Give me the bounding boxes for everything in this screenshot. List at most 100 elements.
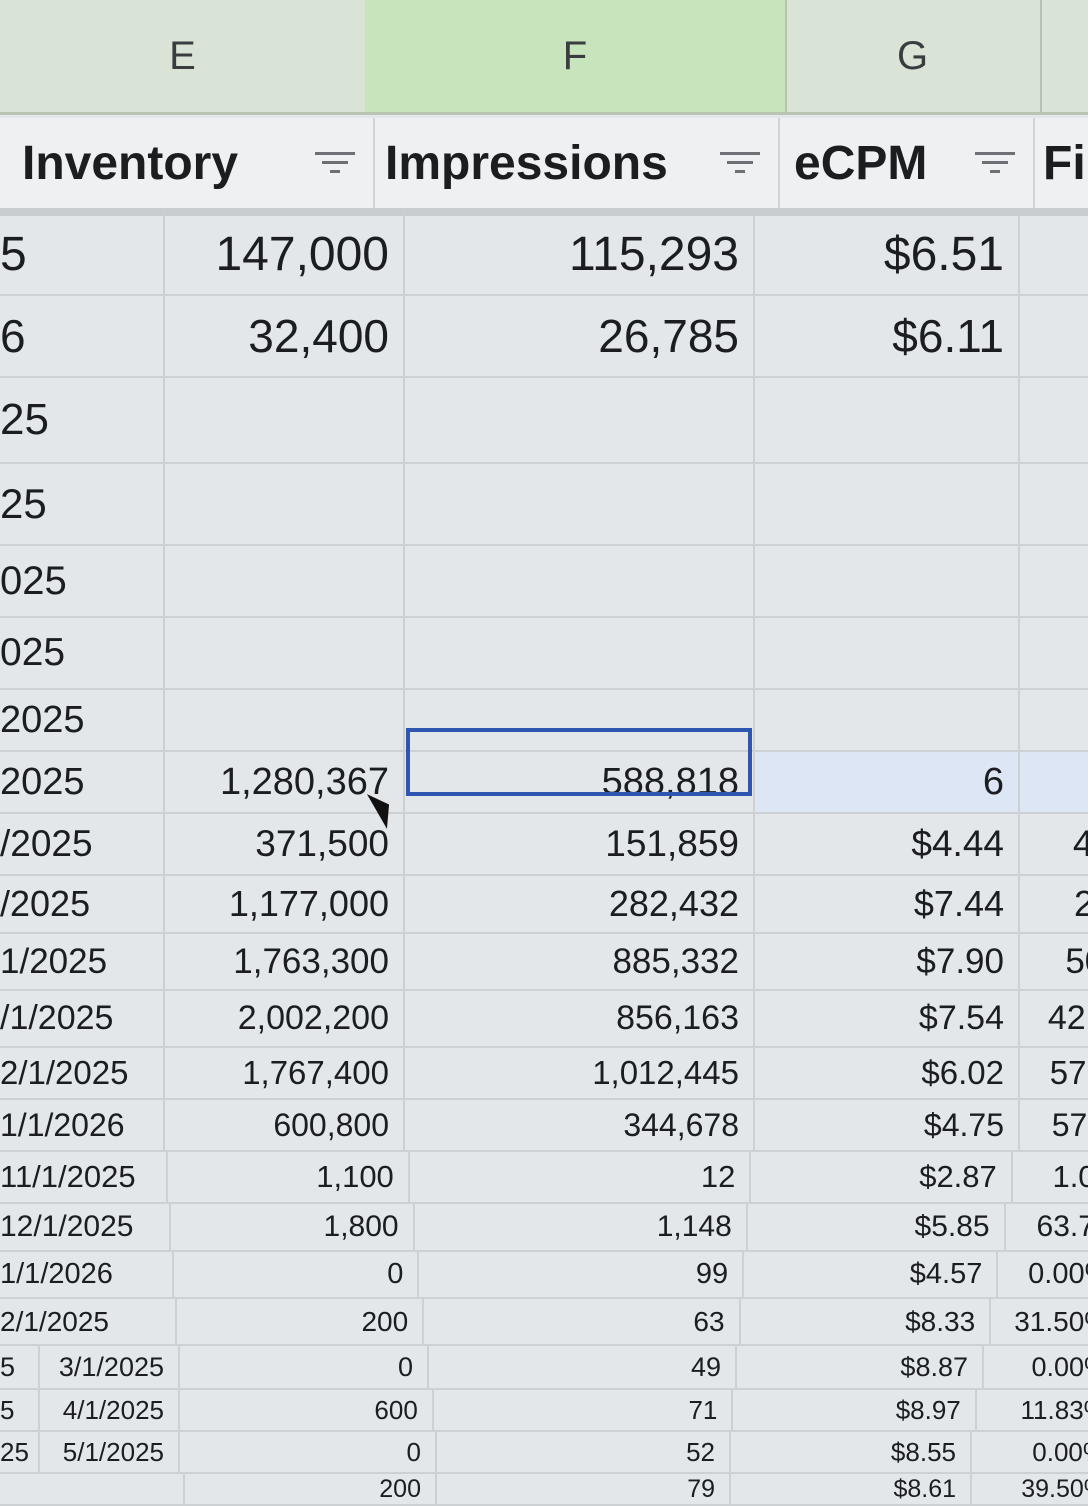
cell-impressions[interactable]: 79 bbox=[437, 1474, 731, 1504]
cell-truncated[interactable]: 39.50% bbox=[972, 1474, 1088, 1504]
cell-inventory[interactable]: 0 bbox=[185, 1432, 437, 1472]
cell-truncated[interactable]: 24 bbox=[1020, 876, 1088, 932]
cell-date[interactable]: 12/1/2025 bbox=[0, 1204, 171, 1250]
cell-prefix[interactable]: 5 bbox=[0, 1390, 40, 1430]
cell-impressions[interactable] bbox=[405, 690, 755, 750]
cell-date[interactable]: 2/1/2025 bbox=[0, 1299, 177, 1344]
filter-icon[interactable] bbox=[720, 150, 760, 176]
cell-inventory[interactable] bbox=[165, 618, 405, 688]
column-header-g[interactable]: G bbox=[785, 0, 1042, 112]
cell-date[interactable]: 3/1/2025 bbox=[40, 1346, 180, 1388]
cell-inventory[interactable]: 200 bbox=[177, 1299, 425, 1344]
cell-truncated[interactable] bbox=[1020, 214, 1088, 294]
cell-ecpm[interactable]: $7.90 bbox=[755, 934, 1020, 989]
column-header-f[interactable]: F bbox=[365, 0, 787, 112]
cell-truncated[interactable] bbox=[1020, 378, 1088, 462]
cell-truncated[interactable]: 0.00% bbox=[998, 1252, 1088, 1297]
cell-ecpm[interactable]: $6.02 bbox=[755, 1048, 1020, 1098]
cell-truncated[interactable]: 0.00% bbox=[972, 1432, 1088, 1472]
cell-impressions[interactable]: 99 bbox=[419, 1252, 745, 1297]
cell-ecpm[interactable]: $6.51 bbox=[755, 214, 1020, 294]
cell-truncated[interactable] bbox=[1020, 618, 1088, 688]
cell-impressions[interactable]: 26,785 bbox=[405, 296, 755, 376]
cell-ecpm[interactable]: $6.11 bbox=[755, 296, 1020, 376]
cell-date[interactable]: 5/1/2025 bbox=[40, 1432, 180, 1472]
cell-ecpm[interactable] bbox=[755, 464, 1020, 544]
header-inventory[interactable]: Inventory bbox=[0, 118, 375, 208]
cell-inventory[interactable] bbox=[165, 464, 405, 544]
cell-impressions[interactable]: 52 bbox=[437, 1432, 731, 1472]
cell-date[interactable]: 25 bbox=[0, 378, 165, 462]
cell-impressions[interactable]: 588,818 bbox=[405, 752, 755, 812]
header-ecpm[interactable]: eCPM bbox=[780, 118, 1035, 208]
cell-impressions[interactable] bbox=[405, 378, 755, 462]
cell-inventory[interactable]: 32,400 bbox=[165, 296, 405, 376]
cell-truncated[interactable] bbox=[1020, 296, 1088, 376]
cell-date[interactable]: 11/1/2025 bbox=[0, 1152, 168, 1202]
cell-date[interactable]: /2025 bbox=[0, 876, 165, 932]
cell-truncated[interactable]: 50. bbox=[1020, 934, 1088, 989]
cell-impressions[interactable]: 885,332 bbox=[405, 934, 755, 989]
cell-date[interactable]: 2/1/2025 bbox=[0, 1048, 165, 1098]
cell-inventory[interactable] bbox=[165, 546, 405, 616]
cell-inventory[interactable] bbox=[165, 690, 405, 750]
cell-impressions[interactable]: 344,678 bbox=[405, 1100, 755, 1150]
cell-impressions[interactable]: 12 bbox=[410, 1152, 752, 1202]
cell-inventory[interactable]: 600 bbox=[183, 1390, 434, 1430]
cell-truncated[interactable] bbox=[1020, 464, 1088, 544]
cell-ecpm[interactable]: $4.44 bbox=[755, 814, 1020, 874]
cell-date[interactable]: 4/1/2025 bbox=[40, 1390, 180, 1430]
cell-truncated[interactable]: 11.83% bbox=[977, 1390, 1088, 1430]
cell-impressions[interactable]: 856,163 bbox=[405, 991, 755, 1046]
cell-inventory[interactable] bbox=[165, 378, 405, 462]
cell-inventory[interactable]: 2,002,200 bbox=[165, 991, 405, 1046]
cell-ecpm[interactable] bbox=[755, 546, 1020, 616]
cell-prefix[interactable]: 5 bbox=[0, 1346, 40, 1388]
cell-inventory[interactable]: 1,763,300 bbox=[165, 934, 405, 989]
cell-inventory[interactable]: 371,500 bbox=[165, 814, 405, 874]
cell-inventory[interactable]: 0 bbox=[174, 1252, 420, 1297]
header-impressions[interactable]: Impressions bbox=[375, 118, 780, 208]
cell-truncated[interactable] bbox=[1020, 690, 1088, 750]
cell-date[interactable]: 1/2025 bbox=[0, 934, 165, 989]
cell-inventory[interactable]: 147,000 bbox=[165, 214, 405, 294]
cell-date[interactable]: 025 bbox=[0, 618, 165, 688]
cell-date[interactable]: 2025 bbox=[0, 690, 165, 750]
cell-impressions[interactable]: 1,148 bbox=[415, 1204, 748, 1250]
cell-truncated[interactable] bbox=[1020, 546, 1088, 616]
cell-impressions[interactable]: 71 bbox=[434, 1390, 734, 1430]
cell-date[interactable]: 025 bbox=[0, 546, 165, 616]
cell-ecpm[interactable]: $8.55 bbox=[731, 1432, 972, 1472]
cell-ecpm[interactable]: $4.57 bbox=[744, 1252, 999, 1297]
cell-truncated[interactable]: 63.78 bbox=[1006, 1204, 1088, 1250]
cell-impressions[interactable]: 282,432 bbox=[405, 876, 755, 932]
cell-ecpm[interactable]: $8.61 bbox=[731, 1474, 972, 1504]
cell-inventory[interactable]: 1,800 bbox=[171, 1204, 415, 1250]
cell-ecpm[interactable]: $4.75 bbox=[755, 1100, 1020, 1150]
cell-ecpm[interactable]: $8.97 bbox=[733, 1390, 977, 1430]
cell-impressions[interactable]: 63 bbox=[424, 1299, 741, 1344]
cell-date[interactable]: 25 bbox=[0, 464, 165, 544]
cell-impressions[interactable] bbox=[405, 618, 755, 688]
cell-ecpm[interactable]: $7.54 bbox=[755, 991, 1020, 1046]
column-header-e[interactable]: E bbox=[0, 0, 367, 112]
cell-inventory[interactable]: 200 bbox=[185, 1474, 437, 1504]
cell-truncated[interactable]: 40 bbox=[1020, 814, 1088, 874]
cell-date[interactable]: 5 bbox=[0, 214, 165, 294]
cell-inventory[interactable]: 1,280,367 bbox=[165, 752, 405, 812]
cell-ecpm[interactable] bbox=[755, 618, 1020, 688]
cell-truncated[interactable]: 1.09 bbox=[1013, 1152, 1088, 1202]
cell-truncated[interactable]: 31.50% bbox=[991, 1299, 1088, 1344]
cell-date[interactable] bbox=[0, 1474, 185, 1504]
cell-truncated[interactable]: 57.3 bbox=[1020, 1100, 1088, 1150]
cell-inventory[interactable]: 1,767,400 bbox=[165, 1048, 405, 1098]
cell-ecpm[interactable]: $5.85 bbox=[748, 1204, 1006, 1250]
cell-ecpm[interactable] bbox=[755, 690, 1020, 750]
cell-impressions[interactable]: 151,859 bbox=[405, 814, 755, 874]
cell-inventory[interactable]: 1,100 bbox=[168, 1152, 410, 1202]
filter-icon[interactable] bbox=[315, 150, 355, 176]
cell-truncated[interactable]: 0.00% bbox=[984, 1346, 1088, 1388]
cell-impressions[interactable]: 49 bbox=[429, 1346, 737, 1388]
cell-ecpm[interactable]: $8.33 bbox=[741, 1299, 992, 1344]
cell-ecpm[interactable]: $2.87 bbox=[751, 1152, 1013, 1202]
